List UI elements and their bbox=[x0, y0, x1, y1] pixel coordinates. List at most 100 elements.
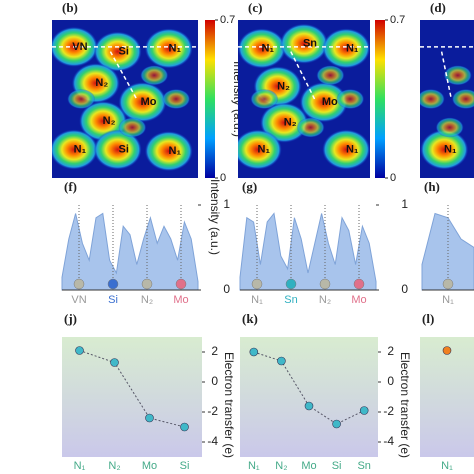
intensity-area bbox=[421, 212, 474, 291]
atom bbox=[141, 278, 153, 290]
heatmap: N₁ Sn N₁ N₂ Mo N₂ N₁ N₁ bbox=[238, 20, 370, 178]
point bbox=[249, 347, 259, 357]
intensity-blob bbox=[296, 117, 325, 138]
atom-label: Sn bbox=[284, 294, 297, 306]
atom-label: N₂ bbox=[95, 77, 108, 89]
y-axis-label: Electron transfer (e) bbox=[222, 352, 236, 458]
intensity-blob bbox=[67, 89, 96, 109]
colorbar bbox=[375, 20, 385, 178]
intensity-blob bbox=[443, 65, 472, 86]
point bbox=[277, 356, 286, 366]
atom-label: N₁ bbox=[262, 42, 275, 54]
panel-label: (g) bbox=[242, 179, 257, 194]
x-tick-label: Si bbox=[332, 460, 342, 472]
atom bbox=[285, 278, 297, 290]
heatmap: VN Si N₁ N₂ Mo N₂ N₁ Si N₁ bbox=[52, 20, 198, 178]
atom-label: Mo bbox=[141, 96, 157, 108]
panel-label: (c) bbox=[248, 0, 262, 15]
colorbar-tick-label: 0.7 bbox=[220, 14, 235, 26]
atom-label: Si bbox=[108, 294, 118, 306]
panel-label: (l) bbox=[422, 311, 434, 326]
x-tick-label: Mo bbox=[301, 460, 316, 472]
y-axis-label: Intensity (a.u.) bbox=[208, 179, 222, 255]
atom-label: N₁ bbox=[444, 143, 457, 155]
y-tick-label: 1 bbox=[223, 197, 230, 211]
atom-label: N₁ bbox=[346, 143, 359, 155]
intensity-blob bbox=[316, 65, 345, 86]
intensity-blob bbox=[336, 89, 365, 109]
point bbox=[304, 401, 314, 411]
intensity-blob bbox=[118, 117, 147, 138]
atom-label: N₂ bbox=[319, 294, 331, 306]
atom bbox=[175, 278, 187, 290]
plot-bg bbox=[420, 337, 474, 457]
intensity-blob bbox=[140, 65, 169, 86]
panel-label: (f) bbox=[64, 179, 77, 194]
x-tick-label: Sn bbox=[357, 460, 370, 472]
y-tick-label: -2 bbox=[383, 404, 394, 418]
intensity-blob bbox=[144, 131, 193, 172]
intensity-blob bbox=[322, 28, 370, 69]
atom bbox=[73, 278, 85, 290]
atom-label: N₁ bbox=[258, 143, 271, 155]
point bbox=[145, 413, 154, 423]
intensity-blob bbox=[144, 28, 193, 69]
panel-label: (k) bbox=[242, 311, 258, 326]
intensity-blob bbox=[118, 82, 167, 123]
atom-label: N₂ bbox=[284, 117, 297, 129]
point bbox=[110, 358, 119, 367]
y-tick-label: 2 bbox=[211, 344, 218, 358]
x-tick-label: Si bbox=[180, 460, 190, 472]
x-tick-label: Mo bbox=[142, 460, 157, 472]
intensity-blob bbox=[420, 129, 469, 170]
atom-label: N₂ bbox=[103, 115, 116, 127]
plot-bg bbox=[240, 337, 378, 457]
y-tick-label: -2 bbox=[207, 404, 218, 418]
y-tick-label: 2 bbox=[387, 344, 394, 358]
trend-line bbox=[79, 350, 185, 428]
colorbar-tick-label: 0.7 bbox=[390, 14, 405, 26]
point bbox=[442, 346, 452, 355]
y-tick-label: 0 bbox=[401, 282, 408, 296]
intensity-blob bbox=[451, 89, 474, 109]
atom bbox=[442, 278, 454, 290]
intensity-area bbox=[61, 212, 199, 291]
point bbox=[359, 406, 369, 415]
dashed-line bbox=[109, 51, 138, 100]
atom-label: N₂ bbox=[277, 80, 290, 92]
atom bbox=[251, 278, 263, 290]
colorbar-tick-label: 0 bbox=[220, 172, 226, 184]
panel-label: (b) bbox=[62, 0, 78, 15]
y-tick-label: 0 bbox=[211, 374, 218, 388]
dashed-line bbox=[290, 51, 316, 100]
intensity-blob bbox=[93, 31, 142, 72]
intensity-blob bbox=[420, 89, 445, 109]
x-tick-label: N₁ bbox=[441, 460, 453, 472]
intensity-blob bbox=[238, 28, 286, 69]
atom-label: N₁ bbox=[346, 42, 359, 54]
intensity-blob bbox=[250, 89, 279, 109]
atom-label: Si bbox=[118, 143, 128, 155]
atom bbox=[353, 278, 365, 290]
atom-label: N₁ bbox=[169, 42, 182, 54]
atom-label: N₂ bbox=[141, 294, 153, 306]
y-tick-label: -4 bbox=[383, 434, 394, 448]
atom-label: Si bbox=[118, 46, 128, 58]
dashed-line bbox=[440, 51, 453, 100]
x-tick-label: N₂ bbox=[108, 460, 120, 472]
atom-label: VN bbox=[71, 294, 86, 306]
intensity-blob bbox=[93, 129, 142, 170]
plot-bg bbox=[62, 337, 202, 457]
colorbar-tick-label: 0 bbox=[390, 172, 396, 184]
panel-label: (h) bbox=[424, 179, 440, 194]
atom-label: VN bbox=[72, 41, 87, 53]
atom-label: Mo bbox=[173, 294, 188, 306]
y-tick-label: 0 bbox=[223, 282, 230, 296]
panel-label: (j) bbox=[64, 311, 77, 326]
atom-label: N₁ bbox=[442, 294, 454, 306]
y-tick-label: 1 bbox=[401, 197, 408, 211]
atom-label: N₁ bbox=[74, 143, 87, 155]
point bbox=[75, 346, 84, 355]
intensity-blob bbox=[162, 89, 191, 109]
intensity-blob bbox=[260, 102, 309, 143]
